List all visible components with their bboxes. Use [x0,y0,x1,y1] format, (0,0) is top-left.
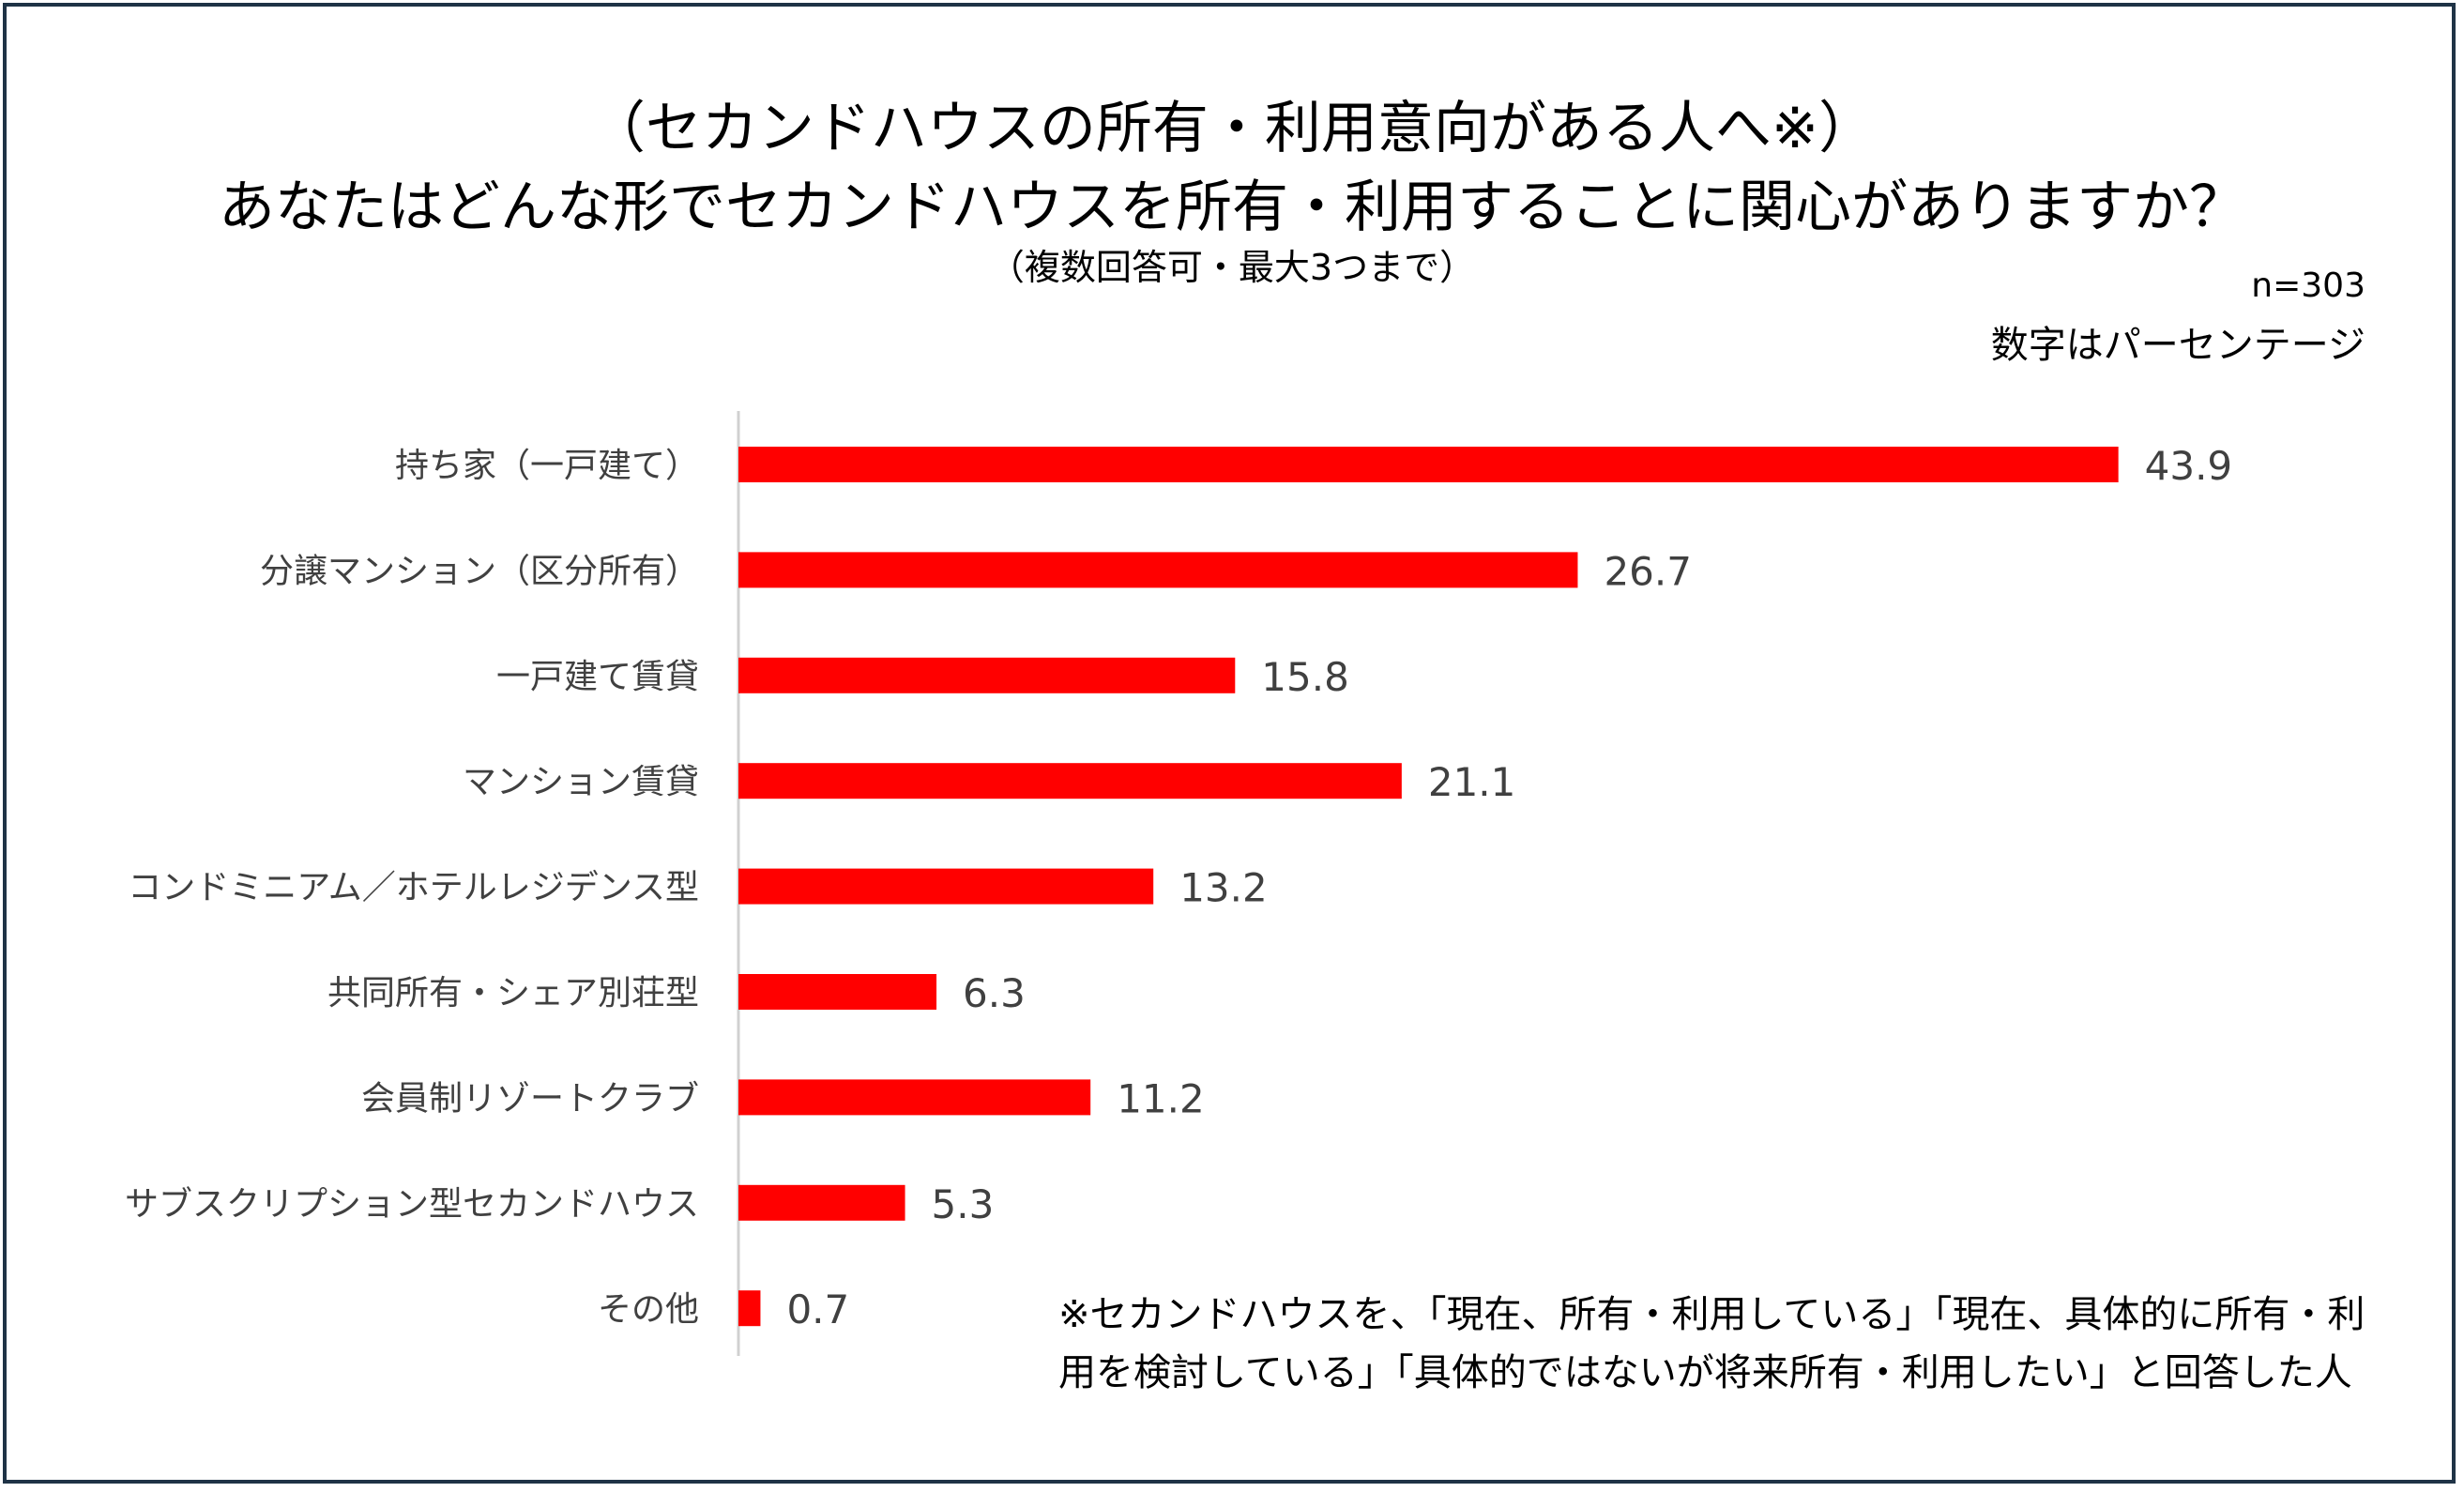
bar [738,868,1154,905]
bar [738,657,1236,693]
bar [738,1290,761,1327]
category-label: 分譲マンション（区分所有） [260,552,699,590]
bar [738,552,1578,588]
category-label: サブスクリプション型セカンドハウス [125,1185,699,1224]
data-label: 0.7 [786,1286,849,1332]
footnote: ※セカンドハウスを、「現在、所有・利用している」「現在、具体的に所有・利 用を検… [1058,1286,2391,1402]
data-label: 13.2 [1179,865,1268,911]
sample-size-note: n=303 [2251,266,2365,305]
chart-title-line-1: （セカンドハウスの所有・利用意向がある人へ※） [588,96,1876,161]
bar [738,763,1402,799]
footnote-line-2: 用を検討している」「具体的ではないが将来所有・利用したい」と回答した人 [1058,1351,2352,1394]
chart-subtitle: （複数回答可・最大3つまで） [988,247,1476,288]
footnote-line-1: ※セカンドハウスを、「現在、所有・利用している」「現在、具体的に所有・利 [1058,1293,2365,1336]
data-label: 43.9 [2145,443,2233,489]
unit-note: 数字はパーセンテージ [1990,324,2365,367]
category-label: 一戸建て賃貸 [496,658,699,696]
chart-title-line-2: あなたはどんな形でセカンドハウスを所有・利用することに関心がありますか？ [219,175,2245,240]
bar [738,447,2119,482]
data-label: 6.3 [963,970,1026,1016]
data-label: 15.8 [1261,654,1349,700]
bar [738,1184,905,1221]
data-label: 21.1 [1428,759,1516,805]
category-label: コンドミニアム／ホテルレジデンス型 [128,869,699,907]
data-label: 5.3 [932,1181,995,1227]
category-label: その他 [598,1290,699,1329]
chart-frame [3,3,2456,1484]
bar [738,1079,1091,1116]
category-label: 共同所有・シェア別荘型 [327,974,699,1012]
category-label: 持ち家（一戸建て） [395,447,699,485]
category-label: 会員制リゾートクラブ [361,1079,699,1118]
category-label: マンション賃貸 [463,763,699,801]
bar [738,974,937,1010]
data-label: 26.7 [1604,548,1692,594]
data-label: 11.2 [1117,1075,1205,1121]
